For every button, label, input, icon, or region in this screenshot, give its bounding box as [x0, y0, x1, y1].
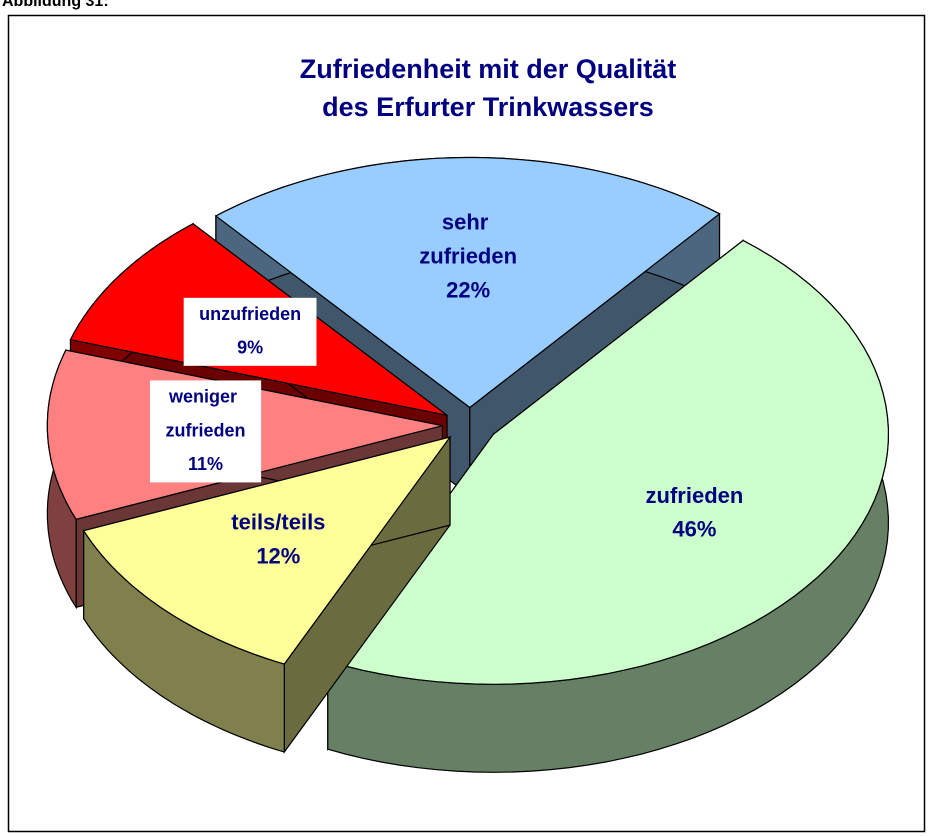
pie-slice [82, 436, 452, 665]
pie-slice [214, 156, 721, 409]
slice-label: unzufrieden [199, 304, 301, 324]
slice-label: teils/teils [231, 509, 325, 534]
label-box [149, 380, 262, 483]
slice-value-label: 12% [256, 543, 300, 568]
slice-value-label: 22% [446, 277, 490, 302]
chart-title: Zufriedenheit mit der Qualität [300, 54, 677, 84]
slice-label: weniger zufrieden [166, 386, 246, 440]
slice-label: zufrieden [646, 483, 744, 508]
chart-title: des Erfurter Trinkwassers [322, 92, 654, 122]
slice-value-label: 11% [188, 454, 223, 474]
slice-label: sehr zufrieden [419, 209, 517, 268]
caption: Abbildung 31: [2, 0, 109, 10]
slice-value-label: 46% [672, 517, 716, 542]
slice-value-label: 9% [237, 338, 263, 358]
label-box [183, 297, 317, 366]
pie-slice [326, 239, 890, 685]
